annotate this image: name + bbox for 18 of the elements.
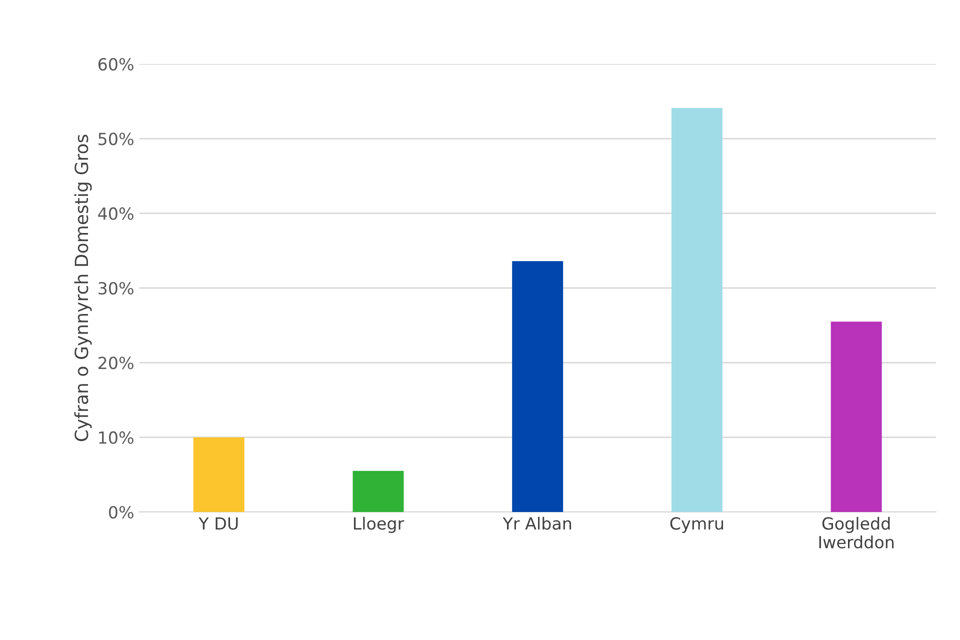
x-tick-label: Lloegr [354, 516, 404, 533]
bar [830, 322, 882, 512]
x-tick-label: Gogledd Iwerddon [819, 516, 894, 548]
x-tick-label: Yr Alban [502, 516, 572, 530]
y-tick-label: 30% [98, 282, 134, 295]
y-tick-label: 60% [98, 58, 134, 71]
y-tick-label: 20% [98, 356, 134, 370]
bar [512, 261, 564, 512]
bar [671, 108, 722, 512]
y-tick-label: 40% [98, 207, 134, 220]
x-tick-label: Cymru [670, 517, 724, 533]
x-tick-label: Y DU [198, 517, 238, 530]
bar [193, 437, 244, 512]
bar [352, 470, 404, 512]
y-tick-label: 50% [98, 132, 134, 146]
y-tick-label: 0% [109, 506, 134, 519]
y-tick-label: 10% [99, 431, 134, 444]
y-axis-title: Cyfran o Gynnyrch Domestig Gros [74, 134, 92, 442]
